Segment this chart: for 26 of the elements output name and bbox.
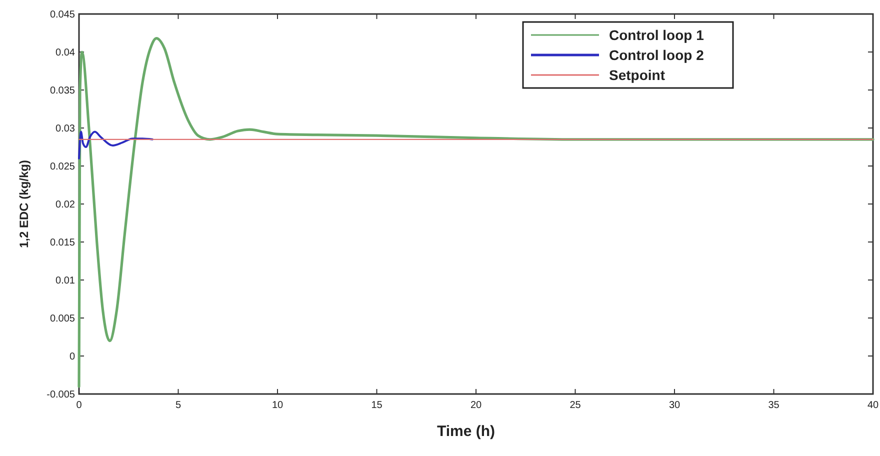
y-axis-title: 1,2 EDC (kg/kg) bbox=[17, 160, 31, 248]
y-tick-label: 0.03 bbox=[56, 124, 76, 134]
legend-label: Control loop 2 bbox=[609, 47, 704, 63]
x-tick-label: 30 bbox=[668, 400, 680, 411]
y-tick-label: -0.005 bbox=[46, 390, 76, 400]
legend-label: Setpoint bbox=[609, 67, 666, 83]
y-tick-label: 0.015 bbox=[50, 238, 76, 248]
x-tick-label: 5 bbox=[175, 400, 182, 411]
x-tick-label: 40 bbox=[867, 400, 879, 411]
x-tick-label: 20 bbox=[470, 400, 482, 411]
y-tick-label: 0.045 bbox=[50, 10, 76, 20]
x-tick-label: 35 bbox=[768, 400, 780, 411]
line-series bbox=[78, 130, 154, 160]
y-tick-label: 0.035 bbox=[50, 86, 76, 96]
x-tick-label: 0 bbox=[76, 400, 82, 411]
y-tick-label: 0.025 bbox=[50, 162, 76, 172]
y-tick-label: 0.01 bbox=[56, 276, 76, 286]
x-tick-label: 10 bbox=[272, 400, 284, 411]
y-tick-label: 0.02 bbox=[56, 200, 76, 210]
x-tick-label: 25 bbox=[570, 400, 582, 411]
y-tick-label: 0.04 bbox=[56, 48, 76, 58]
y-tick-label: 0 bbox=[69, 352, 76, 362]
legend-label: Control loop 1 bbox=[609, 27, 704, 43]
x-axis-title: Time (h) bbox=[436, 423, 496, 440]
y-tick-label: 0.005 bbox=[50, 314, 76, 324]
x-tick-label: 15 bbox=[371, 400, 383, 411]
